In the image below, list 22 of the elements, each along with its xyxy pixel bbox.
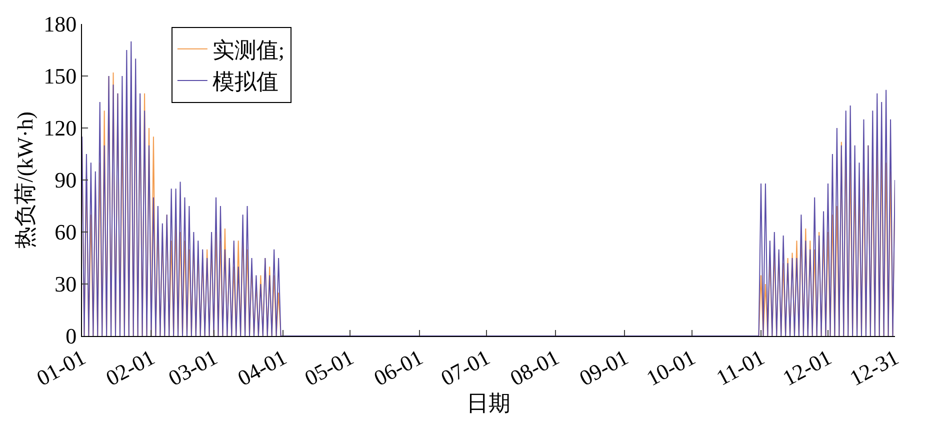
legend-label: 模拟值 xyxy=(212,69,278,94)
x-tick-label: 12-01 xyxy=(778,344,836,391)
x-tick-label: 07-01 xyxy=(436,344,494,391)
x-tick-label: 09-01 xyxy=(575,344,632,391)
x-axis-title: 日期 xyxy=(466,390,510,416)
y-axis-title: 热负荷/(kW·h) xyxy=(12,112,38,248)
y-tick-label: 60 xyxy=(54,220,77,245)
x-tick-label: 10-01 xyxy=(642,344,700,391)
x-tick-label: 11-01 xyxy=(712,344,768,390)
x-tick-label: 12-31 xyxy=(845,344,903,391)
y-tick-label: 180 xyxy=(44,12,77,37)
y-tick-label: 30 xyxy=(54,272,77,297)
x-tick-label: 02-01 xyxy=(102,344,159,391)
x-tick-label: 04-01 xyxy=(233,344,291,391)
x-tick-label: 05-01 xyxy=(300,344,358,391)
legend-label: 实测值; xyxy=(212,38,285,62)
x-tick-label: 03-01 xyxy=(164,344,222,391)
y-tick-label: 150 xyxy=(44,64,77,89)
x-tick-label: 06-01 xyxy=(370,344,427,391)
y-tick-label: 90 xyxy=(54,168,77,193)
x-tick-label: 08-01 xyxy=(506,344,564,391)
y-tick-label: 120 xyxy=(44,116,77,141)
